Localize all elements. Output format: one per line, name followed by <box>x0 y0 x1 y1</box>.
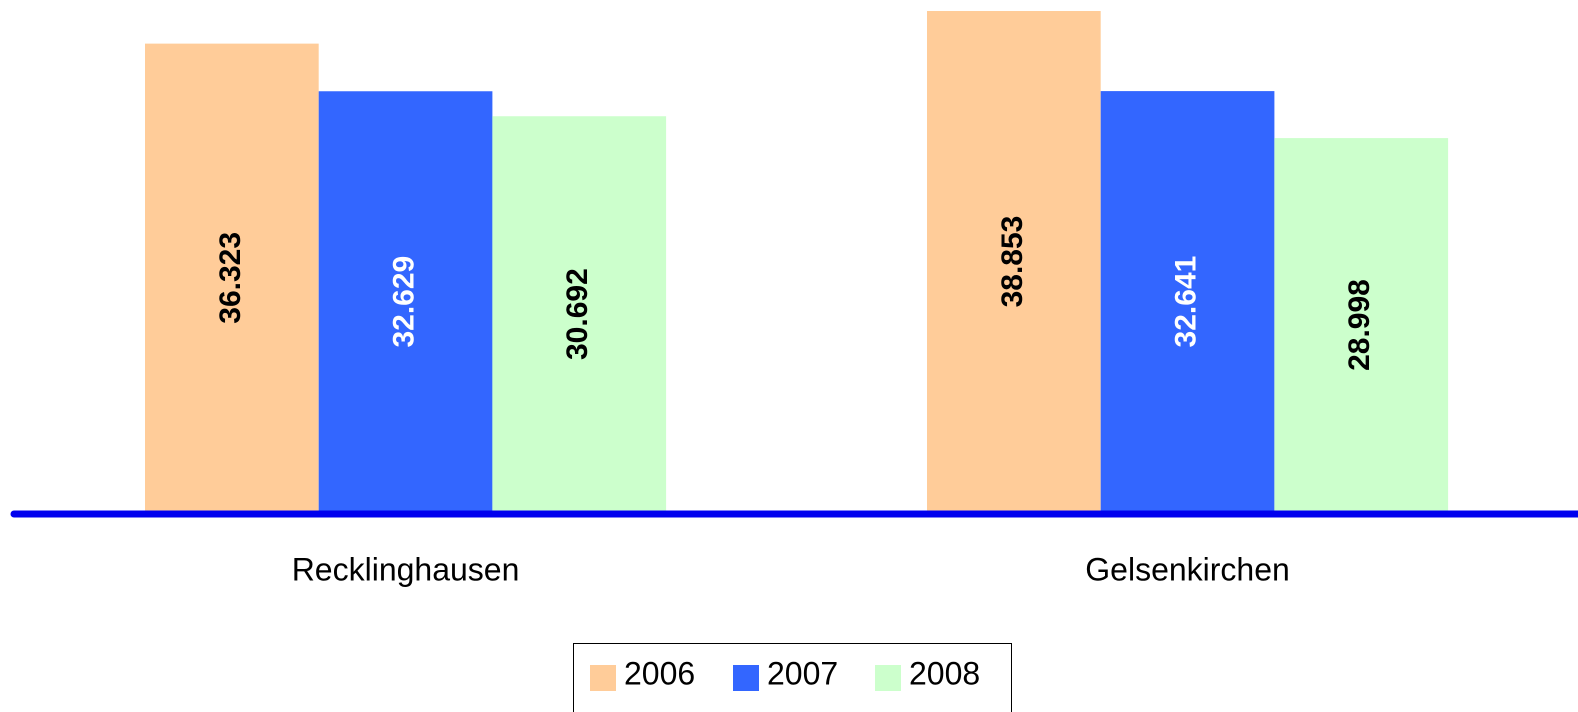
bar <box>927 11 1101 512</box>
value-label: 32.629 <box>387 256 420 348</box>
legend-swatch <box>875 665 901 691</box>
bar <box>1100 91 1275 512</box>
bar <box>318 91 493 513</box>
legend-label: 2006 <box>624 655 695 691</box>
bar <box>1274 138 1449 513</box>
value-label: 36.323 <box>214 232 247 324</box>
bar <box>145 43 319 512</box>
value-label: 30.692 <box>561 268 594 360</box>
x-tick-label: Recklinghausen <box>292 551 520 587</box>
value-label: 38.853 <box>996 216 1029 308</box>
legend-label: 2008 <box>909 655 980 691</box>
legend-swatch <box>733 665 759 691</box>
x-tick-label: Gelsenkirchen <box>1085 551 1290 587</box>
legend-box <box>573 643 1012 712</box>
value-label: 28.998 <box>1343 279 1376 371</box>
value-label: 32.641 <box>1169 256 1202 348</box>
legend-label: 2007 <box>767 655 838 691</box>
legend-swatch <box>590 665 616 691</box>
bar <box>492 116 667 512</box>
